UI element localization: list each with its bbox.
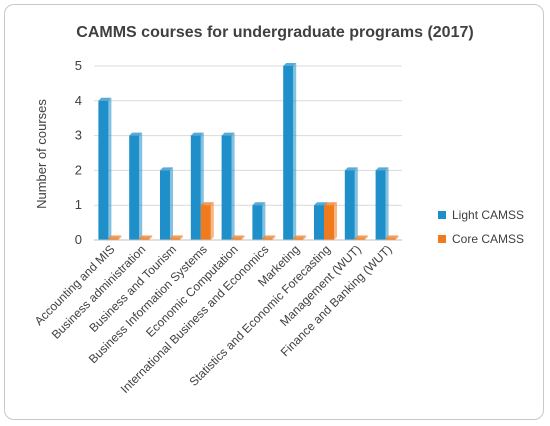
y-tick-label: 5 xyxy=(75,58,82,73)
legend-label: Light CAMSS xyxy=(452,208,524,222)
bar-light xyxy=(375,167,389,240)
bar-core xyxy=(170,235,183,240)
bar-core xyxy=(324,202,337,240)
bar-light xyxy=(344,167,358,240)
bar-core xyxy=(262,235,276,240)
legend-item: Light CAMSS xyxy=(438,208,524,222)
chart-frame xyxy=(4,4,544,420)
bar-light xyxy=(129,132,143,240)
y-tick-label: 0 xyxy=(75,232,82,247)
bar-light xyxy=(160,167,173,240)
bar-light xyxy=(252,202,266,240)
bar-core xyxy=(354,235,368,240)
bar-core xyxy=(139,235,153,240)
y-tick-label: 4 xyxy=(75,93,82,108)
legend-label: Core CAMSS xyxy=(452,232,524,246)
bars xyxy=(98,63,399,240)
legend-swatch xyxy=(438,211,446,219)
bar-core xyxy=(231,235,245,240)
bar-core xyxy=(200,202,214,240)
legend-swatch xyxy=(438,235,446,243)
y-axis-title: Number of courses xyxy=(34,99,49,209)
y-tick-label: 1 xyxy=(75,197,82,212)
bar-core xyxy=(293,235,307,240)
bar-core xyxy=(385,235,399,240)
legend-item: Core CAMSS xyxy=(438,232,524,246)
chart-title: CAMMS courses for undergraduate programs… xyxy=(76,24,473,41)
legend: Light CAMSS Core CAMSS xyxy=(438,208,524,246)
y-tick-label: 2 xyxy=(75,162,82,177)
bar-light xyxy=(221,132,235,240)
bar-core xyxy=(108,235,122,240)
y-tick-labels: 0 1 2 3 4 5 xyxy=(75,58,82,247)
bar-light xyxy=(283,63,297,240)
y-tick-label: 3 xyxy=(75,128,82,143)
bar-light xyxy=(98,97,112,240)
